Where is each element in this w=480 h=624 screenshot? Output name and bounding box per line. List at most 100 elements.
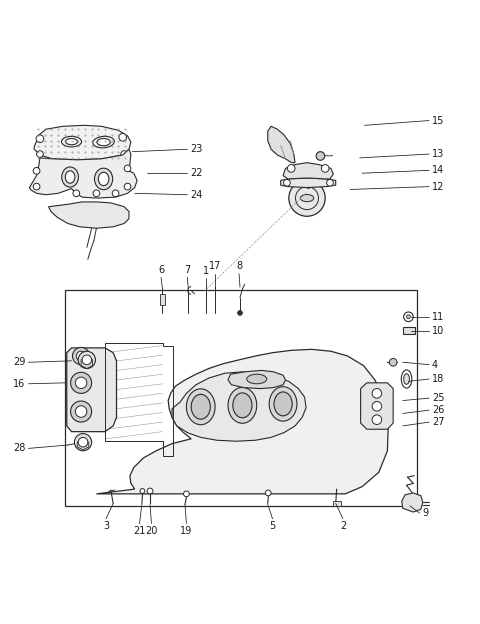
Ellipse shape bbox=[228, 388, 257, 423]
Ellipse shape bbox=[401, 370, 412, 388]
Ellipse shape bbox=[97, 139, 110, 145]
Ellipse shape bbox=[65, 171, 75, 183]
Ellipse shape bbox=[98, 172, 109, 186]
Polygon shape bbox=[283, 163, 333, 179]
Text: 29: 29 bbox=[13, 358, 25, 368]
Bar bbox=[333, 501, 340, 506]
Ellipse shape bbox=[274, 392, 292, 416]
Circle shape bbox=[78, 351, 96, 369]
Circle shape bbox=[147, 488, 153, 494]
Text: 19: 19 bbox=[180, 526, 192, 536]
Circle shape bbox=[112, 190, 119, 197]
Bar bbox=[403, 327, 415, 334]
Circle shape bbox=[372, 389, 382, 398]
Circle shape bbox=[74, 434, 92, 451]
Polygon shape bbox=[67, 348, 117, 432]
Ellipse shape bbox=[247, 374, 267, 384]
Circle shape bbox=[71, 373, 92, 393]
Circle shape bbox=[78, 437, 88, 447]
Circle shape bbox=[316, 152, 324, 160]
Bar bbox=[65, 290, 417, 506]
Text: 22: 22 bbox=[190, 168, 203, 178]
Ellipse shape bbox=[191, 394, 210, 419]
Polygon shape bbox=[360, 383, 393, 429]
Text: 25: 25 bbox=[432, 393, 444, 403]
Text: 3: 3 bbox=[103, 521, 109, 531]
Circle shape bbox=[265, 490, 271, 496]
Ellipse shape bbox=[269, 387, 297, 421]
Circle shape bbox=[289, 180, 325, 217]
Text: 16: 16 bbox=[13, 379, 25, 389]
Text: 28: 28 bbox=[13, 444, 25, 454]
Circle shape bbox=[124, 165, 131, 172]
Circle shape bbox=[183, 491, 189, 497]
Polygon shape bbox=[228, 371, 286, 389]
Text: 23: 23 bbox=[190, 144, 203, 154]
Text: 27: 27 bbox=[432, 417, 444, 427]
Circle shape bbox=[36, 151, 43, 157]
Circle shape bbox=[82, 355, 92, 364]
Text: 20: 20 bbox=[145, 526, 157, 536]
Circle shape bbox=[33, 167, 40, 174]
Text: 2: 2 bbox=[340, 521, 346, 531]
Text: 18: 18 bbox=[432, 374, 444, 384]
Polygon shape bbox=[77, 439, 89, 450]
Polygon shape bbox=[268, 126, 295, 163]
Circle shape bbox=[372, 401, 382, 411]
Circle shape bbox=[372, 415, 382, 424]
Text: 11: 11 bbox=[432, 312, 444, 322]
Circle shape bbox=[73, 190, 80, 197]
Circle shape bbox=[307, 185, 311, 188]
Circle shape bbox=[72, 348, 90, 364]
Ellipse shape bbox=[95, 168, 113, 190]
Circle shape bbox=[33, 183, 40, 190]
Polygon shape bbox=[96, 349, 388, 494]
Text: 15: 15 bbox=[432, 115, 444, 125]
Circle shape bbox=[71, 401, 92, 422]
Circle shape bbox=[322, 165, 329, 172]
Text: 8: 8 bbox=[236, 261, 242, 271]
Text: 17: 17 bbox=[209, 261, 221, 271]
Text: 7: 7 bbox=[184, 265, 191, 275]
Circle shape bbox=[119, 134, 127, 141]
Circle shape bbox=[75, 406, 87, 417]
Circle shape bbox=[238, 311, 242, 315]
Circle shape bbox=[124, 183, 131, 190]
Circle shape bbox=[76, 351, 86, 361]
Circle shape bbox=[389, 358, 397, 366]
Ellipse shape bbox=[62, 167, 78, 187]
Ellipse shape bbox=[404, 374, 409, 384]
Circle shape bbox=[288, 165, 295, 172]
Ellipse shape bbox=[300, 195, 314, 202]
Polygon shape bbox=[34, 125, 131, 160]
Ellipse shape bbox=[233, 393, 252, 418]
Ellipse shape bbox=[186, 389, 215, 425]
Polygon shape bbox=[81, 357, 93, 369]
Circle shape bbox=[93, 190, 100, 197]
Text: 12: 12 bbox=[432, 182, 444, 192]
Ellipse shape bbox=[66, 139, 77, 145]
Circle shape bbox=[36, 135, 44, 142]
Circle shape bbox=[140, 489, 145, 494]
Circle shape bbox=[75, 377, 87, 389]
Circle shape bbox=[284, 180, 290, 186]
Text: 10: 10 bbox=[432, 326, 444, 336]
Text: 5: 5 bbox=[269, 521, 276, 531]
Circle shape bbox=[407, 315, 410, 319]
Text: 24: 24 bbox=[190, 190, 203, 200]
Polygon shape bbox=[29, 149, 137, 198]
Text: 13: 13 bbox=[432, 149, 444, 159]
Circle shape bbox=[326, 180, 333, 186]
Polygon shape bbox=[172, 372, 306, 441]
Bar bbox=[159, 295, 165, 305]
Text: 21: 21 bbox=[133, 526, 145, 536]
Text: 6: 6 bbox=[158, 265, 164, 275]
Text: 9: 9 bbox=[422, 508, 429, 518]
Polygon shape bbox=[402, 493, 423, 512]
Text: 26: 26 bbox=[432, 405, 444, 415]
Text: 4: 4 bbox=[432, 359, 438, 369]
Circle shape bbox=[121, 151, 128, 157]
Text: 14: 14 bbox=[432, 165, 444, 175]
Text: 1: 1 bbox=[204, 266, 210, 276]
Polygon shape bbox=[48, 202, 129, 228]
